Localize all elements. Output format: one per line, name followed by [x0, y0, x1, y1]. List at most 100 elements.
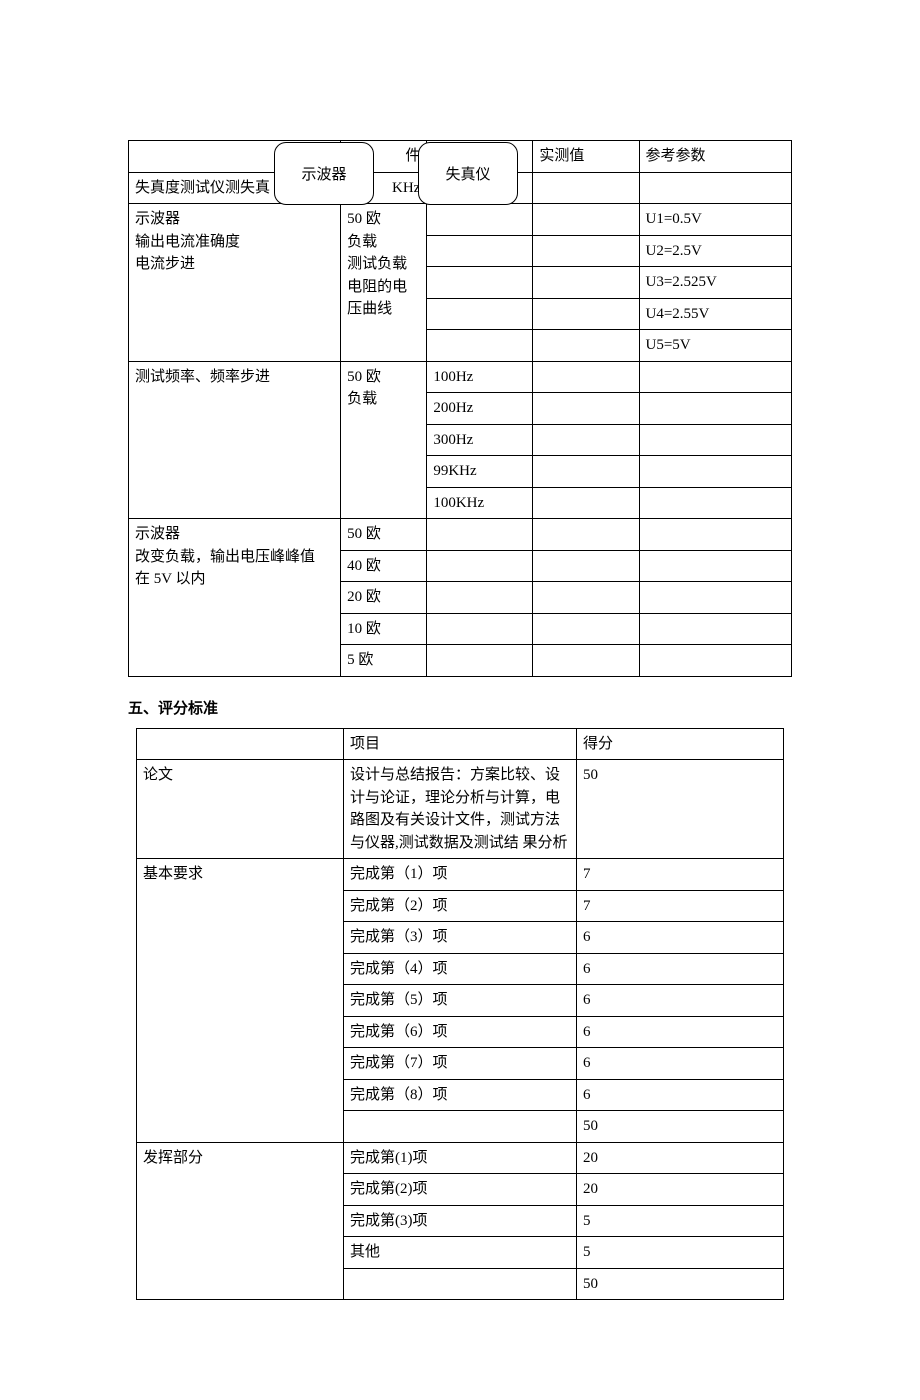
text: 负载 — [347, 234, 377, 250]
cell: 完成第（2）项 — [344, 890, 577, 922]
cell — [533, 550, 639, 582]
cell: 5 欧 — [341, 645, 427, 677]
cell — [427, 645, 533, 677]
cell — [533, 267, 639, 299]
cell — [639, 645, 792, 677]
cell — [427, 582, 533, 614]
cell: 50 — [576, 760, 783, 859]
text: 输出电流准确度 — [135, 234, 240, 250]
text: 在 5V 以内 — [135, 571, 206, 587]
cell: 完成第（4）项 — [344, 953, 577, 985]
cell: 50 — [576, 1111, 783, 1143]
table-row: 基本要求 完成第（1）项 7 — [137, 859, 784, 891]
cell: 10 欧 — [341, 613, 427, 645]
text: 改变负载，输出电压峰峰值 — [135, 549, 315, 565]
test-table: 件 实测值 参考参数 失真度测试仪测失真 KHz 示波器 输出电流准确度 电流步… — [128, 140, 792, 677]
cell: 50 欧 负载 — [341, 361, 427, 519]
cell: 300Hz — [427, 424, 533, 456]
cell: 20 欧 — [341, 582, 427, 614]
cell — [427, 235, 533, 267]
cell: 完成第(1)项 — [344, 1142, 577, 1174]
cell — [533, 487, 639, 519]
cell: 6 — [576, 1016, 783, 1048]
text: 电流步进 — [135, 256, 195, 272]
cell-header: 项目 — [344, 728, 577, 760]
float-box-distortion-meter: 失真仪 — [418, 142, 518, 205]
cell: U5=5V — [639, 330, 792, 362]
cell — [639, 172, 792, 204]
table-row: 发挥部分 完成第(1)项 20 — [137, 1142, 784, 1174]
scoring-table: 项目 得分 论文 设计与总结报告：方案比较、设计与论证，理论分析与计算，电路图及… — [136, 728, 784, 1301]
cell: 其他 — [344, 1237, 577, 1269]
cell — [639, 393, 792, 425]
cell: 示波器 改变负载，输出电压峰峰值 在 5V 以内 — [129, 519, 341, 677]
cell: 50 欧 — [341, 519, 427, 551]
cell — [427, 330, 533, 362]
cell: 50 — [576, 1268, 783, 1300]
cell: 6 — [576, 1079, 783, 1111]
text: 测试负载 — [347, 256, 407, 272]
cell: 40 欧 — [341, 550, 427, 582]
table-row: 示波器 改变负载，输出电压峰峰值 在 5V 以内 50 欧 — [129, 519, 792, 551]
cell: 完成第(3)项 — [344, 1205, 577, 1237]
cell: 100KHz — [427, 487, 533, 519]
cell — [344, 1268, 577, 1300]
cell — [533, 204, 639, 236]
cell — [137, 728, 344, 760]
cell — [533, 519, 639, 551]
cell — [427, 267, 533, 299]
cell: 完成第（6）项 — [344, 1016, 577, 1048]
table-row: 论文 设计与总结报告：方案比较、设计与论证，理论分析与计算，电路图及有关设计文件… — [137, 760, 784, 859]
section-heading: 五、评分标准 — [128, 697, 792, 718]
cell: 完成第（8）项 — [344, 1079, 577, 1111]
text: 示波器 — [135, 211, 180, 227]
cell: 完成第(2)项 — [344, 1174, 577, 1206]
cell — [639, 550, 792, 582]
text: 电阻的电 — [347, 279, 407, 295]
cell: 完成第（5）项 — [344, 985, 577, 1017]
cell — [344, 1111, 577, 1143]
cell — [639, 456, 792, 488]
cell — [533, 235, 639, 267]
cell: 6 — [576, 922, 783, 954]
cell: 测试频率、频率步进 — [129, 361, 341, 519]
cell — [639, 361, 792, 393]
cell — [533, 393, 639, 425]
cell — [533, 424, 639, 456]
text: 50 欧 — [347, 369, 381, 385]
cell: 50 欧 负载 测试负载 电阻的电 压曲线 — [341, 204, 427, 362]
float-box-oscilloscope: 示波器 — [274, 142, 374, 205]
cell — [427, 550, 533, 582]
cell — [533, 330, 639, 362]
cell — [639, 487, 792, 519]
cell — [533, 172, 639, 204]
cell — [427, 204, 533, 236]
cell — [533, 298, 639, 330]
cell: 7 — [576, 859, 783, 891]
cell: U4=2.55V — [639, 298, 792, 330]
cell: U3=2.525V — [639, 267, 792, 299]
text: 50 欧 — [347, 211, 381, 227]
cell — [639, 582, 792, 614]
cell — [639, 424, 792, 456]
cell: 100Hz — [427, 361, 533, 393]
cell: 5 — [576, 1237, 783, 1269]
text: 压曲线 — [347, 301, 392, 317]
cell: 完成第（7）项 — [344, 1048, 577, 1080]
cell: 5 — [576, 1205, 783, 1237]
cell — [427, 298, 533, 330]
cell-header: 参考参数 — [639, 141, 792, 173]
cell — [533, 456, 639, 488]
cell — [427, 519, 533, 551]
cell — [639, 613, 792, 645]
cell: 20 — [576, 1174, 783, 1206]
text: 负载 — [347, 391, 377, 407]
text: 示波器 — [135, 526, 180, 542]
cell-header: 得分 — [576, 728, 783, 760]
cell: 6 — [576, 1048, 783, 1080]
cell: 200Hz — [427, 393, 533, 425]
cell — [533, 645, 639, 677]
cell: 7 — [576, 890, 783, 922]
cell-header: 实测值 — [533, 141, 639, 173]
table-row: 测试频率、频率步进 50 欧 负载 100Hz — [129, 361, 792, 393]
